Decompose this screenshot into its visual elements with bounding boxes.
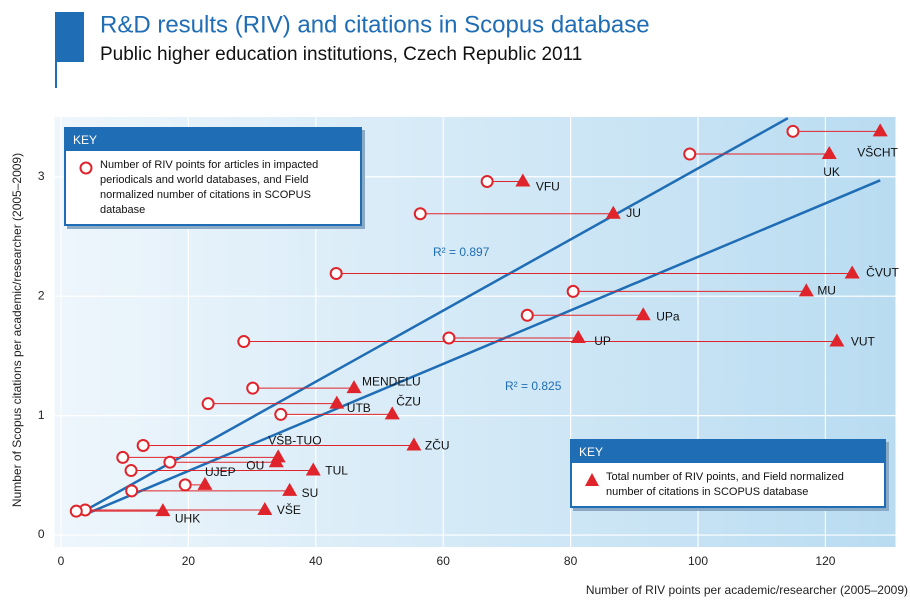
triangle-marker (329, 395, 345, 409)
y-tick-label: 1 (38, 408, 45, 422)
title-block (55, 12, 84, 62)
trendline (86, 179, 881, 515)
point-label: UJEP (205, 465, 236, 479)
legend: KEY Total number of RIV points, and Fiel… (570, 439, 886, 508)
point-label: ZČU (425, 438, 450, 453)
circle-marker (520, 308, 534, 322)
point-label: MU (817, 284, 836, 298)
point-label: JU (626, 206, 641, 220)
point-label: ČVUT (866, 265, 899, 280)
y-axis-label: Number of Scopus citations per academic/… (10, 153, 24, 507)
legend-title: KEY (66, 129, 360, 151)
x-tick-label: 60 (437, 554, 451, 568)
legend-text: Total number of RIV points, and Field no… (606, 471, 844, 498)
y-tick-label: 3 (38, 169, 45, 183)
x-tick-label: 80 (564, 554, 578, 568)
point-label: VŠE (277, 502, 301, 517)
triangle-marker (570, 329, 586, 343)
y-tick-label: 2 (38, 288, 45, 302)
triangle-marker (798, 283, 814, 297)
point-label: OU (246, 458, 264, 472)
legend-symbol (585, 473, 599, 486)
triangle-marker (872, 123, 888, 137)
point-label: VŠCHT (857, 145, 898, 160)
point-label: VŠB-TUO (268, 433, 321, 448)
x-tick-label: 0 (58, 554, 65, 568)
circle-marker (136, 438, 150, 452)
subtitle: Public higher education institutions, Cz… (100, 44, 582, 65)
point-label: MENDELU (362, 374, 421, 388)
circle-marker (442, 331, 456, 345)
triangle-marker (406, 437, 422, 451)
triangle-marker (305, 462, 321, 476)
triangle-marker (282, 482, 298, 496)
x-tick-label: 120 (815, 554, 835, 568)
triangle-marker (515, 173, 531, 187)
triangle-marker (257, 501, 273, 515)
triangle-marker (635, 307, 651, 321)
point-label: VFU (536, 180, 560, 194)
triangle-marker (268, 454, 284, 468)
circle-marker (69, 504, 83, 518)
circle-marker (125, 484, 139, 498)
x-tick-label: 100 (688, 554, 708, 568)
point-label: UK (823, 165, 840, 179)
x-tick-label: 40 (309, 554, 323, 568)
circle-marker (178, 478, 192, 492)
y-tick-label: 0 (38, 527, 45, 541)
circle-marker (413, 207, 427, 221)
legend-text: Number of RIV points for articles in imp… (100, 159, 319, 216)
x-tick-label: 20 (182, 554, 196, 568)
point-label: VUT (851, 335, 876, 349)
triangle-marker (346, 380, 362, 394)
triangle-marker (821, 146, 837, 160)
trendline-label: R² = 0.897 (433, 245, 490, 259)
legend-symbol (79, 161, 93, 175)
circle-marker (786, 124, 800, 138)
circle-marker (274, 407, 288, 421)
point-label: UP (594, 334, 611, 348)
point-label: ČZU (396, 394, 421, 409)
circle-marker (116, 450, 130, 464)
legend-title: KEY (572, 441, 884, 463)
point-label: UTB (347, 401, 371, 415)
circle-marker (163, 455, 177, 469)
point-label: UPa (656, 309, 680, 323)
trendline-label: R² = 0.825 (505, 379, 562, 393)
circle-marker (480, 175, 494, 188)
point-label: SU (302, 486, 319, 500)
triangle-marker (197, 476, 213, 490)
x-axis-label: Number of RIV points per academic/resear… (586, 583, 908, 597)
circle-marker (246, 381, 260, 395)
circle-marker (329, 266, 343, 280)
triangle-marker (605, 205, 621, 219)
triangle-marker (829, 333, 845, 347)
circle-marker (683, 147, 697, 161)
circle-marker (566, 284, 580, 298)
circle-marker (124, 464, 138, 478)
triangle-marker (384, 406, 400, 420)
point-label: UHK (175, 511, 200, 525)
circle-marker (201, 397, 215, 411)
circle-marker (237, 335, 251, 349)
point-label: TUL (325, 464, 348, 478)
legend: KEY Number of RIV points for articles in… (64, 127, 362, 226)
title: R&D results (RIV) and citations in Scopu… (100, 11, 650, 38)
triangle-marker (155, 503, 171, 517)
triangle-marker (844, 265, 860, 279)
